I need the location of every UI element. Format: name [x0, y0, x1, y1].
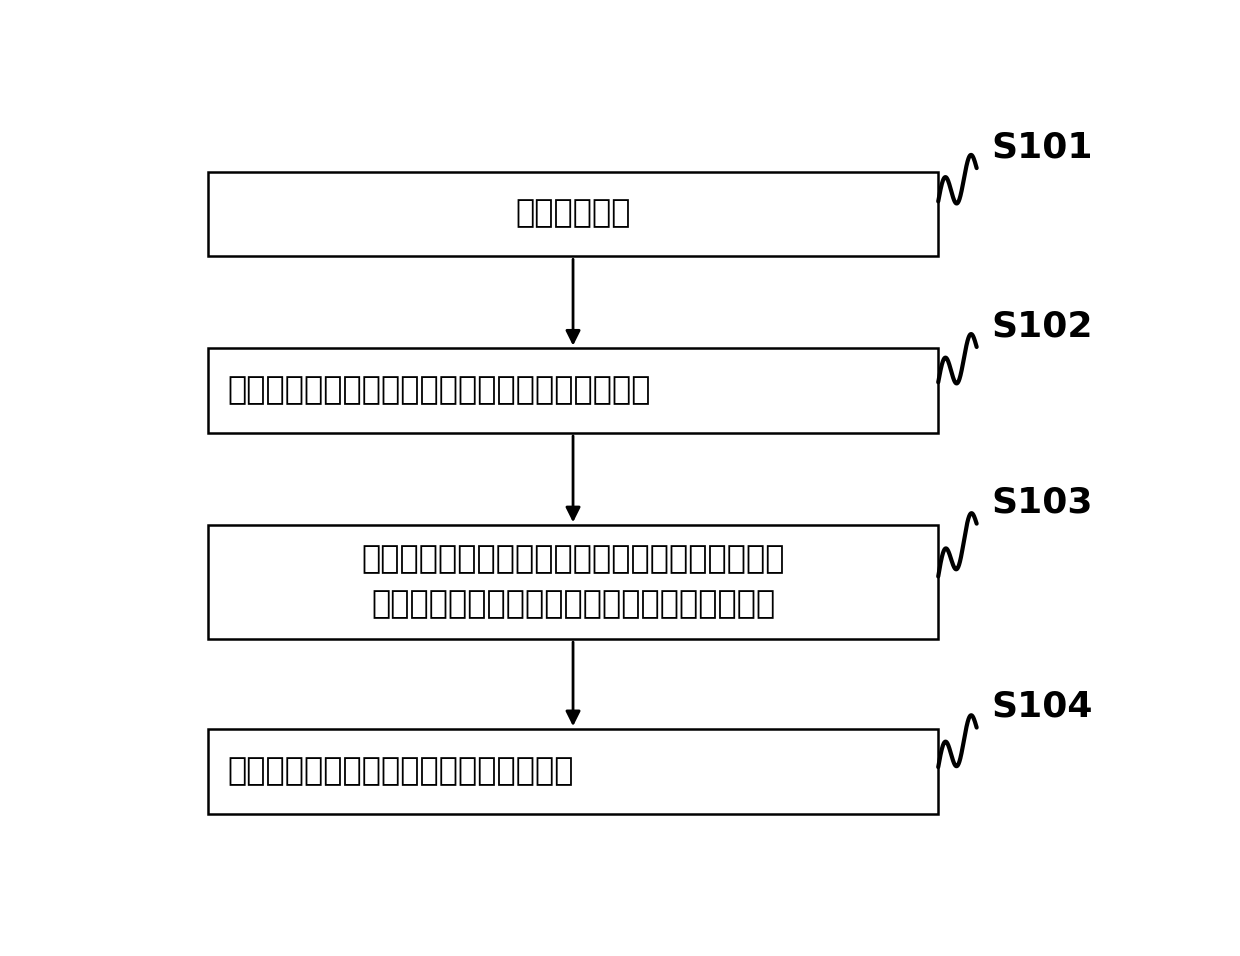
Text: 根据聚合阻抗分析系统的次同步振荡特性: 根据聚合阻抗分析系统的次同步振荡特性 — [227, 756, 574, 787]
Text: S103: S103 — [991, 486, 1092, 520]
Bar — [208, 172, 939, 256]
Bar — [208, 348, 939, 433]
Text: S102: S102 — [991, 310, 1092, 343]
Text: 根据阻抗模型通过元件互联方法建立阻抗网络模型: 根据阻抗模型通过元件互联方法建立阻抗网络模型 — [227, 376, 651, 406]
Bar — [208, 729, 939, 814]
Bar — [208, 525, 939, 640]
Text: S101: S101 — [991, 130, 1092, 164]
Text: S104: S104 — [991, 690, 1092, 724]
Text: 获取阻抗模型: 获取阻抗模型 — [516, 199, 631, 229]
Text: 采用串并联结合星三角变换等网络等值方法对阻抗
网络模型进行聚合得到阻抗网络模型的聚合阻抗: 采用串并联结合星三角变换等网络等值方法对阻抗 网络模型进行聚合得到阻抗网络模型的… — [361, 544, 785, 620]
